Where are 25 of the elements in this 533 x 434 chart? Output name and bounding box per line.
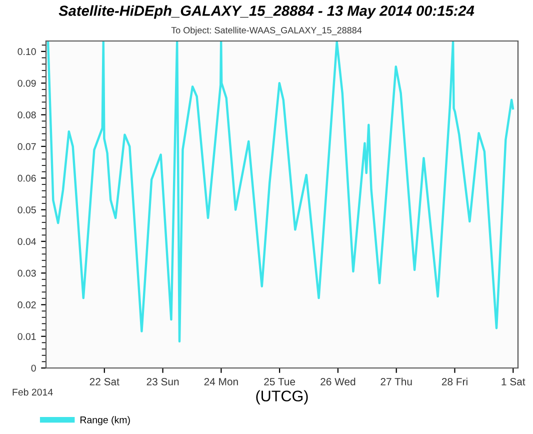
y-tick-label: 0.01	[18, 333, 36, 340]
y-tick-label: 0	[31, 364, 36, 372]
x-axis-title: (UTCG)	[256, 390, 308, 404]
x-tick-label: 23 Sun	[146, 378, 179, 386]
y-tick-label: 0.02	[18, 301, 36, 308]
y-tick-label: 0.08	[18, 111, 36, 118]
y-tick-label: 0.04	[18, 238, 36, 245]
x-tick-label: 27 Thu	[380, 378, 412, 386]
x-tick-label: 25 Tue	[264, 378, 296, 386]
y-tick-label: 0.09	[18, 80, 36, 87]
x-tick-label: 26 Wed	[320, 378, 356, 386]
x-tick-label: 1 Sat	[502, 378, 526, 386]
x-tick-label: 24 Mon	[204, 378, 238, 386]
y-tick-label: 0.07	[18, 143, 36, 150]
y-tick-label: 0.03	[18, 270, 36, 277]
y-tick-label: 0.05	[18, 206, 36, 214]
x-tick-label: 28 Fri	[442, 378, 468, 386]
chart-subtitle: To Object: Satellite-WAAS_GALAXY_15_28884	[171, 26, 362, 36]
line-series	[46, 41, 514, 343]
legend-label: Range (km)	[80, 416, 130, 426]
text: Feb 2014	[12, 388, 53, 396]
y-tick-label: 0.06	[18, 174, 36, 182]
y-tick-label: 0.10	[18, 48, 36, 56]
x-tick-label: 22 Sat	[90, 378, 120, 386]
chart-title: Satellite-HiDEph_GALAXY_15_28884 - 13 May 2014 00:15:24	[58, 5, 474, 19]
